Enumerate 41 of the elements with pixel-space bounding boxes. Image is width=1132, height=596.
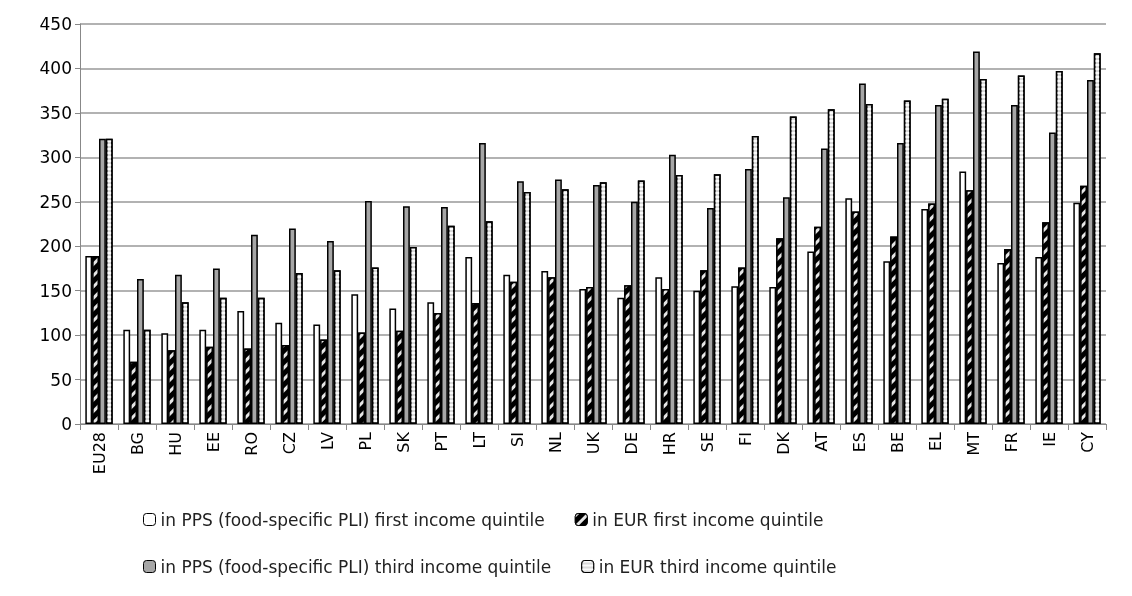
y-tick-label: 400	[39, 58, 72, 79]
x-tick-label: NL	[545, 431, 565, 453]
x-tick-label: MT	[963, 431, 983, 456]
x-tick-label: DK	[773, 431, 793, 455]
x-tick-label: UK	[583, 431, 603, 455]
legend-label: in EUR first income quintile	[592, 509, 824, 530]
x-tick-label: EU28	[89, 432, 109, 475]
x-tick-label: ES	[849, 432, 869, 453]
y-tick-label: 150	[39, 280, 72, 301]
y-tick-label: 300	[39, 147, 72, 168]
x-tick-label: LV	[317, 431, 337, 451]
x-tick-label: AT	[811, 431, 831, 452]
x-tick-label: CZ	[279, 431, 299, 455]
y-tick-label: 50	[50, 369, 72, 390]
x-tick-label: RO	[241, 432, 261, 456]
x-tick-label: LT	[469, 431, 489, 449]
y-tick-label: 450	[39, 14, 72, 34]
x-tick-label: FR	[1001, 432, 1021, 453]
x-tick-label: FI	[735, 432, 755, 446]
y-tick-label: 350	[39, 102, 72, 123]
legend-label: in EUR third income quintile	[598, 556, 837, 577]
legend-label: in PPS (food-specific PLI) first income quintile	[160, 509, 545, 530]
y-tick-label: 200	[39, 236, 72, 257]
x-tick-label: IE	[1039, 432, 1059, 447]
y-tick-label: 100	[39, 325, 72, 346]
y-tick-label: 250	[39, 191, 72, 212]
y-tick-label: 0	[61, 414, 72, 434]
x-tick-label: EE	[203, 432, 223, 453]
x-tick-label: BG	[127, 432, 147, 456]
x-tick-label: PL	[355, 431, 375, 451]
x-tick-label: HU	[165, 432, 185, 456]
x-tick-label: PT	[431, 431, 451, 452]
x-tick-label: SI	[507, 432, 527, 447]
legend-label: in PPS (food-specific PLI) third income quintile	[160, 556, 552, 577]
x-tick-label: EL	[925, 431, 945, 452]
x-tick-label: CY	[1077, 431, 1097, 453]
x-tick-label: HR	[659, 432, 679, 456]
x-tick-label: DE	[621, 432, 641, 455]
x-tick-label: SK	[393, 431, 413, 453]
x-tick-label: BE	[887, 432, 907, 454]
x-tick-label: SE	[697, 432, 717, 453]
